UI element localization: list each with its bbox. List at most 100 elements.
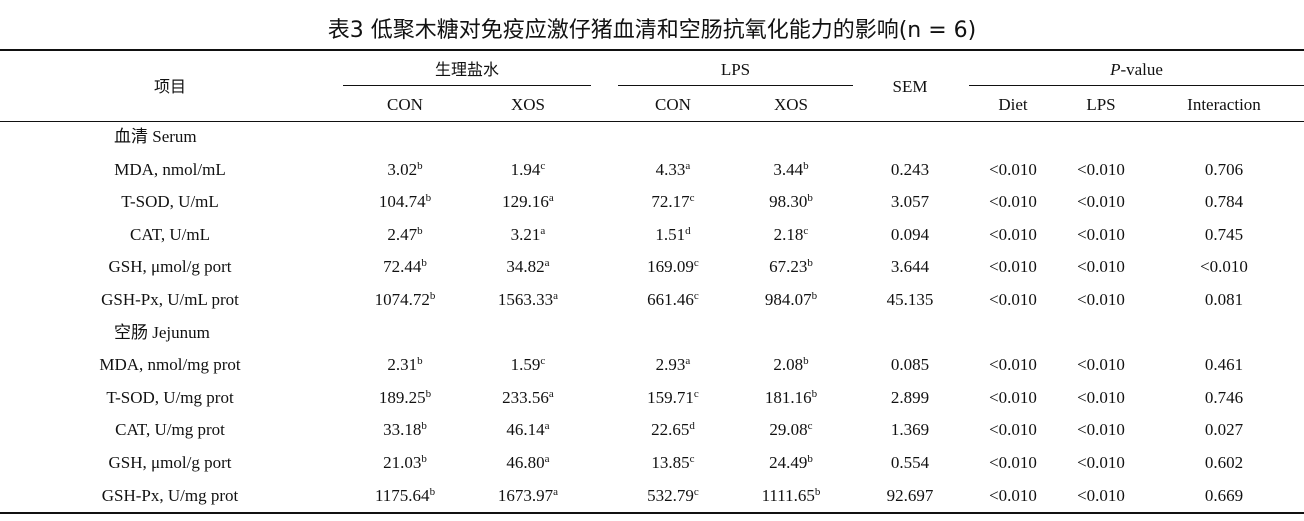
header-interaction: Interaction [1187,95,1261,114]
cell-value: <0.010 [1077,355,1125,375]
cell-p-lps: <0.010 [1051,159,1151,181]
header-con-saline: CON [387,95,423,114]
cell-sem: 3.057 [860,191,960,213]
cell-saline-xos: 46.14a [478,419,578,441]
significance-letter: a [553,290,559,302]
cell-saline-xos: 34.82a [478,256,578,278]
significance-letter: b [807,257,813,270]
cell-p-lps: <0.010 [1051,289,1151,311]
cell-saline-xos: 1.59c [478,354,578,376]
row-item-label: MDA, nmol/mL [114,159,226,179]
top-rule [0,49,1304,51]
bottom-rule [0,512,1304,514]
cell-saline-xos: 1563.33a [478,289,578,311]
cell-value: 24.49 [769,453,808,472]
cell-value: 2.31 [387,355,418,375]
cell-value: 2.18 [773,224,804,244]
cell-value: <0.010 [1077,224,1125,244]
cell-value: 1111.65 [761,485,815,505]
cell-lps-con: 532.79c [623,485,723,507]
significance-letter: a [544,453,550,465]
significance-letter: a [544,257,550,270]
cell-value: <0.010 [989,290,1037,309]
cell-value: 33.18 [383,420,422,440]
header-group-lps: LPS [720,60,751,79]
cell-p-interaction: 0.669 [1164,485,1284,507]
cell-value: 2.899 [890,387,930,407]
cell-p-diet: <0.010 [963,452,1063,474]
cell-value: 0.027 [1204,420,1244,440]
cell-value: <0.010 [989,224,1037,244]
cell-p-diet: <0.010 [963,256,1063,278]
significance-letter: a [548,387,554,400]
cell-value: 1.369 [890,420,930,440]
cell-value: <0.010 [1200,257,1248,277]
significance-letter: c [540,355,546,368]
significance-letter: c [693,387,699,400]
header-lps: LPS [1086,95,1116,114]
cell-value: 21.03 [383,453,422,472]
significance-letter: c [693,485,699,498]
cell-p-diet: <0.010 [963,224,1063,246]
row-item-label: GSH, μmol/g port [108,257,232,277]
header-item: 项目 [153,77,186,96]
section-title: 血清 Serum [114,127,197,146]
cell-p-interaction: <0.010 [1164,256,1284,278]
cell-saline-con: 3.02b [355,159,455,181]
cell-value: <0.010 [989,257,1037,277]
significance-letter: c [540,159,546,172]
cell-value: 13.85 [651,453,690,472]
cell-value: 3.057 [890,192,930,212]
significance-letter: a [685,159,691,172]
cell-value: 661.46 [647,290,694,309]
cell-value: 3.644 [890,257,930,277]
header-pvalue-p: P [1110,60,1121,79]
cell-lps-xos: 67.23b [741,256,841,278]
cell-sem: 1.369 [860,419,960,441]
cell-lps-xos: 2.18c [741,224,841,246]
cell-value: 0.602 [1204,453,1244,472]
row-item-label: CAT, U/mL [130,224,210,244]
cell-sem: 2.899 [860,387,960,409]
cell-p-interaction: 0.784 [1164,191,1284,213]
significance-letter: b [811,290,818,302]
significance-letter: b [807,453,813,465]
cell-lps-con: 661.46c [623,289,723,311]
cell-p-lps: <0.010 [1051,354,1151,376]
cell-p-diet: <0.010 [963,191,1063,213]
cell-lps-con: 169.09c [623,256,723,278]
significance-letter: b [417,159,423,172]
cell-value: 159.71 [647,387,694,407]
cell-value: 3.21 [510,224,541,244]
cell-saline-con: 21.03b [355,452,455,474]
header-bottom-rule [0,121,1304,122]
cell-value: 22.65 [651,420,690,440]
cell-lps-con: 13.85c [623,452,723,474]
cell-saline-xos: 46.80a [478,452,578,474]
row-item-label: T-SOD, U/mg prot [106,387,234,407]
pvalue-group-rule [969,85,1304,86]
cell-value: 0.081 [1204,290,1244,309]
cell-saline-con: 33.18b [355,419,455,441]
cell-saline-con: 72.44b [355,256,455,278]
cell-value: 169.09 [647,257,694,277]
cell-p-lps: <0.010 [1051,419,1151,441]
row-item-label: MDA, nmol/mg prot [99,355,241,375]
cell-value: <0.010 [1077,453,1125,472]
cell-lps-xos: 98.30b [741,191,841,213]
cell-lps-con: 22.65d [623,419,723,441]
cell-sem: 0.243 [860,159,960,181]
significance-letter: a [540,224,546,237]
cell-p-diet: <0.010 [963,387,1063,409]
cell-value: <0.010 [989,355,1037,375]
table-caption: 表3 低聚木糖对免疫应激仔猪血清和空肠抗氧化能力的影响(n = 6) [327,18,977,43]
cell-value: 72.44 [383,257,422,277]
cell-lps-con: 159.71c [623,387,723,409]
significance-letter: b [429,290,436,302]
cell-value: 98.30 [769,192,808,212]
cell-value: <0.010 [1077,290,1125,309]
cell-p-diet: <0.010 [963,419,1063,441]
cell-value: 45.135 [886,290,934,309]
header-group-saline: 生理盐水 [434,60,499,79]
cell-saline-con: 1175.64b [355,485,455,507]
